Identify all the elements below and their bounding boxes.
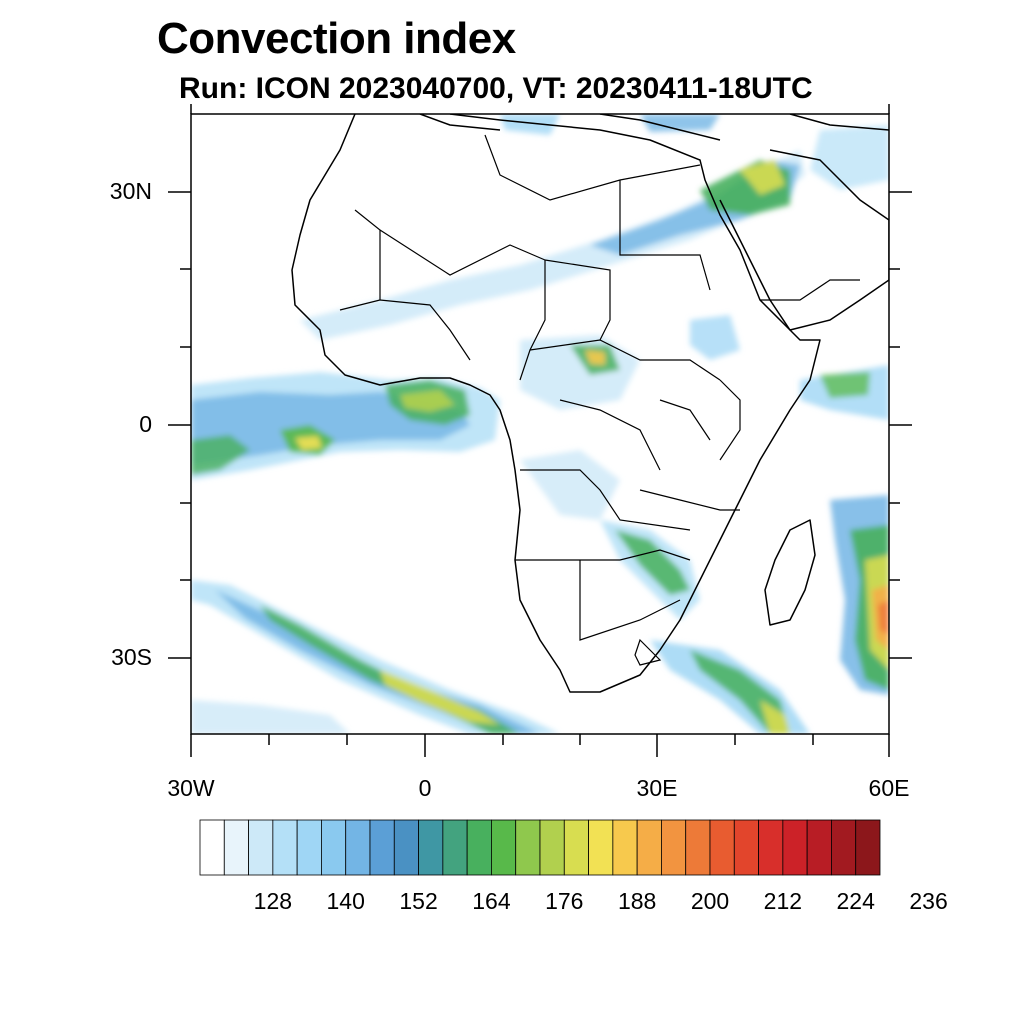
colorbar-swatch	[515, 819, 541, 876]
colorbar-swatch	[685, 819, 711, 876]
colorbar-swatch	[806, 819, 832, 876]
colorbar-swatch	[588, 819, 614, 876]
country-borders	[339, 134, 860, 666]
lon-label-30w: 30W	[167, 775, 215, 801]
colorbar-swatch	[491, 819, 517, 876]
colorbar-swatch	[296, 819, 322, 876]
lon-label-30e: 30E	[636, 775, 678, 801]
colorbar-swatch	[539, 819, 565, 876]
colorbar-swatch	[709, 819, 735, 876]
colorbar-tick-label: 176	[545, 888, 584, 914]
colorbar	[199, 819, 881, 876]
convection-field	[191, 114, 889, 734]
colorbar-tick-label: 152	[399, 888, 438, 914]
colorbar-swatch	[612, 819, 638, 876]
colorbar-swatch	[393, 819, 419, 876]
colorbar-swatch	[345, 819, 371, 876]
plot-title: Convection index	[157, 14, 516, 63]
colorbar-swatch	[272, 819, 298, 876]
colorbar-swatch	[758, 819, 784, 876]
colorbar-swatch	[661, 819, 687, 876]
colorbar-swatch	[855, 819, 881, 876]
colorbar-swatch	[442, 819, 468, 876]
colorbar-tick-label: 128	[253, 888, 293, 914]
colorbar-swatch	[199, 819, 225, 876]
axis-ticks	[168, 104, 912, 757]
colorbar-tick-label: 224	[836, 888, 875, 914]
colorbar-swatch	[831, 819, 857, 876]
colorbar-swatch	[466, 819, 492, 876]
colorbar-swatch	[418, 819, 444, 876]
colorbar-tick-label: 164	[472, 888, 511, 914]
lat-label-30n: 30N	[109, 178, 152, 204]
colorbar-tick-label: 236	[909, 888, 948, 914]
lon-label-0: 0	[418, 775, 432, 801]
map-frame	[190, 113, 890, 735]
lon-label-60e: 60E	[868, 775, 910, 801]
colorbar-swatch	[248, 819, 274, 876]
colorbar-swatch	[369, 819, 395, 876]
lat-label-30s: 30S	[111, 644, 152, 670]
colorbar-swatch	[223, 819, 249, 876]
colorbar-swatch	[782, 819, 808, 876]
coastlines	[291, 114, 889, 693]
colorbar-tick-label: 188	[617, 888, 657, 914]
colorbar-swatch	[563, 819, 589, 876]
lat-label-0: 0	[139, 411, 152, 437]
colorbar-tick-label: 212	[763, 888, 803, 914]
colorbar-swatch	[636, 819, 662, 876]
colorbar-swatch	[321, 819, 347, 876]
colorbar-swatch	[733, 819, 759, 876]
colorbar-tick-label: 200	[690, 888, 730, 914]
colorbar-tick-label: 140	[326, 888, 365, 914]
plot-subtitle: Run: ICON 2023040700, VT: 20230411-18UTC	[179, 72, 813, 105]
